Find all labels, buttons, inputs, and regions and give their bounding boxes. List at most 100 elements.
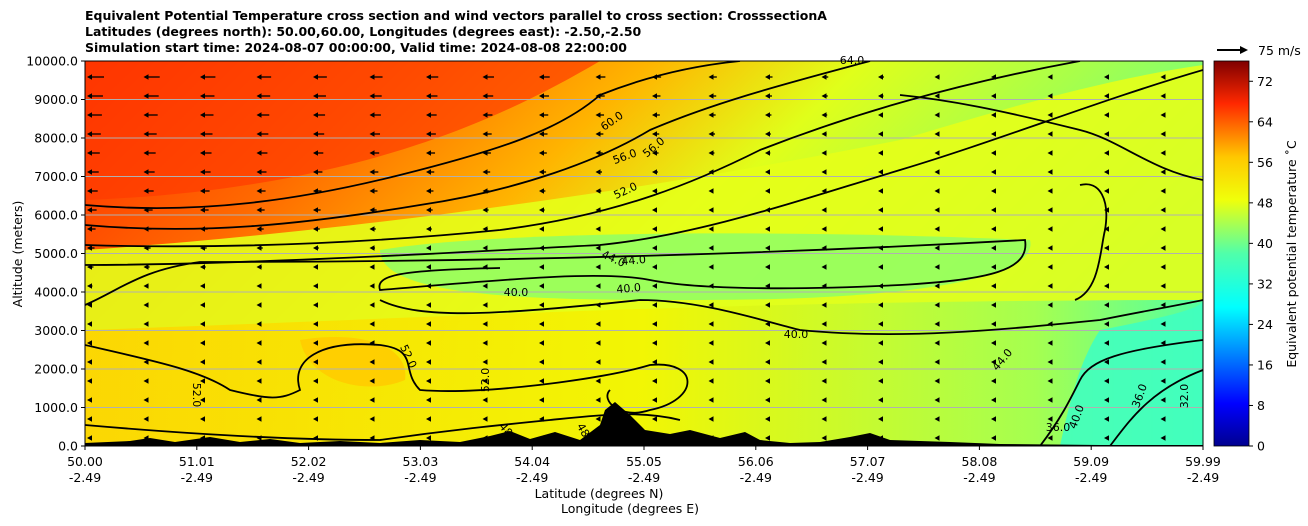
wind-arrow <box>369 93 382 99</box>
wind-arrow <box>821 378 827 384</box>
wind-arrow <box>539 378 544 384</box>
wind-arrow <box>1160 207 1166 213</box>
wind-arrow <box>87 150 100 156</box>
wind-arrow <box>1047 340 1053 346</box>
wind-arrow <box>652 169 658 175</box>
wind-arrow <box>934 416 940 422</box>
wind-arrow <box>143 302 149 308</box>
terrain <box>85 402 1203 446</box>
wind-arrow <box>256 340 262 346</box>
wind-arrow <box>934 131 940 137</box>
wind-arrow <box>1160 93 1166 99</box>
wind-arrow <box>652 131 660 137</box>
wind-arrow <box>1160 245 1166 251</box>
wind-arrow <box>708 93 717 99</box>
wind-arrow <box>765 264 770 270</box>
wind-arrow <box>256 283 262 289</box>
wind-arrow <box>87 245 95 251</box>
wind-arrow <box>1104 359 1109 365</box>
wind-arrow <box>1104 302 1109 308</box>
wind-arrow <box>200 245 207 251</box>
wind-arrow <box>1160 169 1166 175</box>
wind-arrow <box>200 302 205 308</box>
wind-arrow <box>143 283 149 289</box>
wind-arrow <box>200 359 205 365</box>
wind-arrow <box>482 245 488 251</box>
wind-arrow <box>1160 340 1166 346</box>
wind-arrow <box>1160 74 1166 80</box>
wind-arrow <box>878 397 883 403</box>
wind-arrow <box>878 416 883 422</box>
wind-arrow <box>482 359 488 365</box>
wind-arrow <box>426 302 431 308</box>
wind-arrow <box>821 74 829 80</box>
wind-arrow <box>539 416 544 422</box>
colorbar-tick-label: 64 <box>1257 114 1273 129</box>
wind-arrow <box>482 150 491 156</box>
wind-arrow <box>313 131 325 137</box>
wind-arrow <box>1047 416 1053 422</box>
x-tick-label-lon: -2.49 <box>851 470 883 485</box>
wind-arrow <box>482 283 488 289</box>
wind-arrow <box>991 207 996 213</box>
wind-arrow <box>595 359 601 365</box>
wind-arrow <box>652 340 657 346</box>
wind-arrow <box>595 321 601 327</box>
wind-arrow <box>256 112 270 118</box>
wind-arrow <box>256 131 269 137</box>
colorbar-tick-label: 48 <box>1257 195 1273 210</box>
wind-arrow <box>991 169 996 175</box>
wind-arrow <box>482 378 488 384</box>
wind-arrow <box>991 340 996 346</box>
wind-arrow <box>821 93 828 99</box>
wind-arrow <box>256 416 262 422</box>
wind-arrow <box>143 397 149 403</box>
wind-arrow <box>652 207 657 213</box>
wind-arrow <box>1160 397 1166 403</box>
wind-arrow <box>765 188 770 194</box>
wind-arrow <box>426 169 435 175</box>
wind-arrow <box>369 188 378 194</box>
wind-vectors <box>87 74 1166 441</box>
wind-arrow <box>652 264 657 270</box>
wind-arrow <box>821 264 827 270</box>
wind-arrow <box>313 435 318 441</box>
wind-arrow <box>991 283 996 289</box>
wind-arrow <box>482 321 488 327</box>
wind-arrow <box>708 131 716 137</box>
wind-arrow <box>87 188 98 194</box>
wind-arrow <box>821 302 827 308</box>
wind-arrow <box>200 397 205 403</box>
wind-arrow <box>595 169 603 175</box>
wind-arrow <box>652 416 657 422</box>
wind-arrow <box>1104 264 1109 270</box>
x-tick-label-lat: 54.04 <box>514 454 550 469</box>
wind-arrow <box>1160 283 1166 289</box>
x-axis-label-lat: Latitude (degrees N) <box>535 486 664 501</box>
x-tick-label-lon: -2.49 <box>628 470 660 485</box>
wind-arrow <box>369 283 375 289</box>
wind-arrow <box>313 150 324 156</box>
wind-arrow <box>313 359 318 365</box>
wind-arrow <box>708 378 714 384</box>
wind-arrow <box>256 207 265 213</box>
x-tick-label-lon: -2.49 <box>1187 470 1219 485</box>
wind-arrow <box>369 207 377 213</box>
wind-arrow <box>482 74 494 80</box>
contour-label: 32.0 <box>1178 384 1191 409</box>
wind-arrow <box>482 340 488 346</box>
wind-arrow <box>1160 302 1166 308</box>
quiver-key: 75 m/s <box>1217 43 1301 58</box>
wind-arrow <box>708 245 714 251</box>
wind-arrow <box>256 150 268 156</box>
wind-arrow <box>539 112 549 118</box>
y-axis-label: Altitude (meters) <box>10 201 25 308</box>
wind-arrow <box>143 131 157 137</box>
wind-arrow <box>313 264 318 270</box>
colorbar-tick-label: 16 <box>1257 357 1273 372</box>
wind-arrow <box>1104 150 1109 156</box>
wind-arrow <box>313 321 318 327</box>
x-tick-label-lon: -2.49 <box>963 470 995 485</box>
x-tick-label-lat: 50.00 <box>67 454 103 469</box>
wind-arrow <box>595 283 601 289</box>
